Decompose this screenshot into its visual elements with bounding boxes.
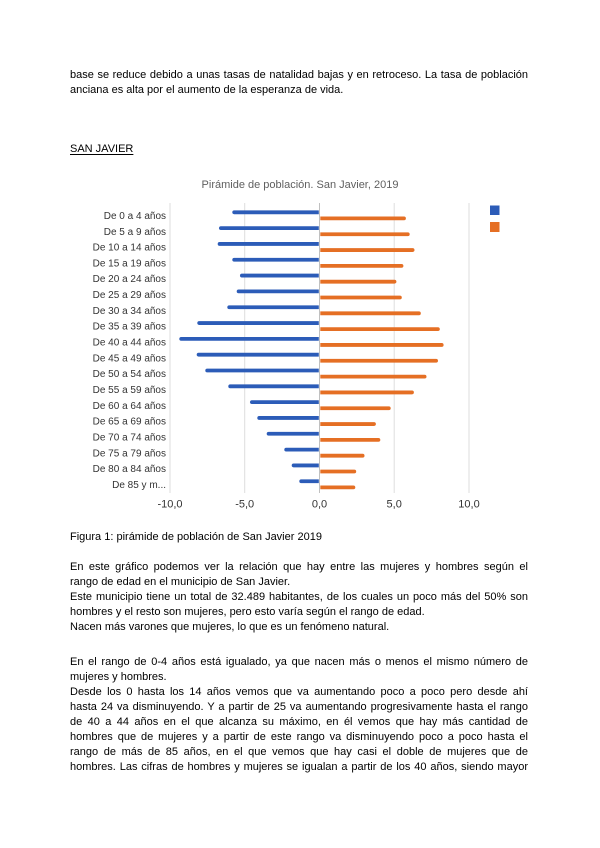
- svg-text:De 65 a 69 años: De 65 a 69 años: [93, 417, 166, 428]
- svg-text:De 15 a 19 años: De 15 a 19 años: [93, 258, 166, 269]
- svg-text:Pirámide de población. San Jav: Pirámide de población. San Javier, 2019: [202, 179, 399, 191]
- svg-text:De 85 y m...: De 85 y m...: [112, 480, 166, 491]
- svg-text:De 5 a 9 años: De 5 a 9 años: [104, 227, 166, 238]
- svg-text:De 45 a 49 años: De 45 a 49 años: [93, 353, 166, 364]
- svg-text:De 70 a 74 años: De 70 a 74 años: [93, 432, 166, 443]
- svg-text:-10,0: -10,0: [157, 499, 182, 511]
- svg-text:0,0: 0,0: [312, 499, 327, 511]
- svg-text:De 0 a 4 años: De 0 a 4 años: [104, 211, 166, 222]
- svg-text:De 20 a 24 años: De 20 a 24 años: [93, 274, 166, 285]
- svg-text:De 50 a 54 años: De 50 a 54 años: [93, 369, 166, 380]
- svg-text:-5,0: -5,0: [235, 499, 254, 511]
- svg-text:De 75 a 79 años: De 75 a 79 años: [93, 448, 166, 459]
- svg-text:De 55 a 59 años: De 55 a 59 años: [93, 385, 166, 396]
- svg-text:De 35 a 39 años: De 35 a 39 años: [93, 322, 166, 333]
- svg-text:De 40 a 44 años: De 40 a 44 años: [93, 338, 166, 349]
- svg-text:De 80 a 84 años: De 80 a 84 años: [93, 464, 166, 475]
- svg-text:De 10 a 14 años: De 10 a 14 años: [93, 243, 166, 254]
- svg-text:10,0: 10,0: [458, 499, 479, 511]
- svg-text:De 60 a 64 años: De 60 a 64 años: [93, 401, 166, 412]
- svg-text:5,0: 5,0: [387, 499, 402, 511]
- svg-text:De 25 a 29 años: De 25 a 29 años: [93, 290, 166, 301]
- svg-text:De 30 a 34 años: De 30 a 34 años: [93, 306, 166, 317]
